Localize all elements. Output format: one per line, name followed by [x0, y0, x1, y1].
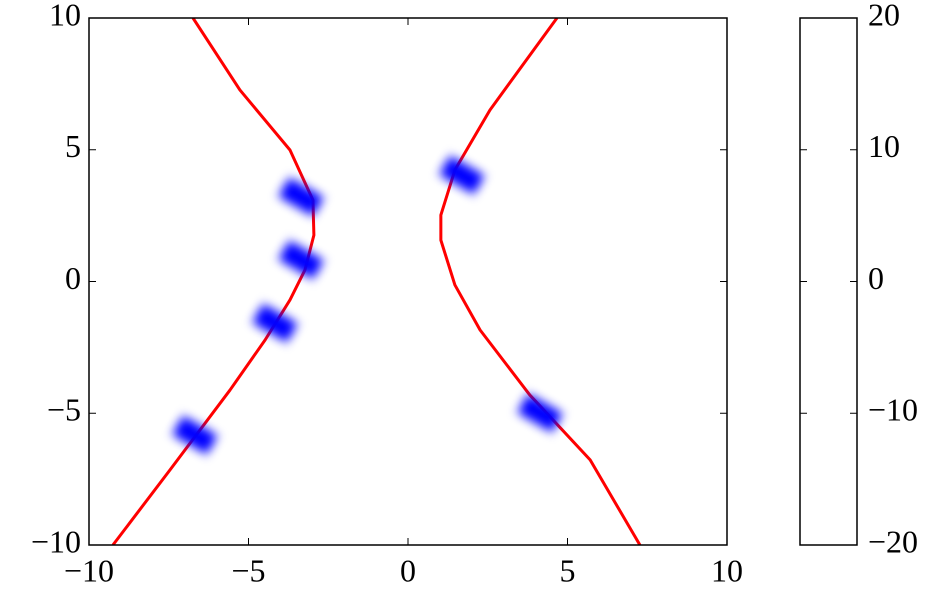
line [111, 18, 316, 545]
y-tick-label: 10 [49, 0, 81, 32]
point [439, 155, 485, 195]
y-tick-label: 5 [65, 128, 81, 164]
y-tick-label: −10 [31, 523, 81, 559]
point [172, 415, 218, 455]
point [278, 177, 324, 217]
line [439, 18, 642, 545]
point [278, 240, 324, 280]
x-tick-label: 10 [711, 552, 743, 588]
colorbar-tick-label: 20 [868, 0, 900, 32]
colorbar-tick-label: 0 [868, 260, 884, 296]
point [517, 393, 563, 433]
point [252, 303, 298, 343]
y-tick-label: 0 [65, 260, 81, 296]
colorbar [799, 17, 858, 546]
x-tick-label: −5 [231, 552, 265, 588]
x-tick-label: −10 [64, 552, 114, 588]
x-tick-label: 0 [400, 552, 416, 588]
x-tick-label: 5 [560, 552, 576, 588]
colorbar-tick-label: 10 [868, 128, 900, 164]
colorbar-tick-label: −20 [868, 523, 918, 559]
plot-area [111, 18, 642, 545]
axes-frame [88, 17, 728, 546]
colorbar-tick-label: −10 [868, 392, 918, 428]
y-tick-label: −5 [47, 392, 81, 428]
